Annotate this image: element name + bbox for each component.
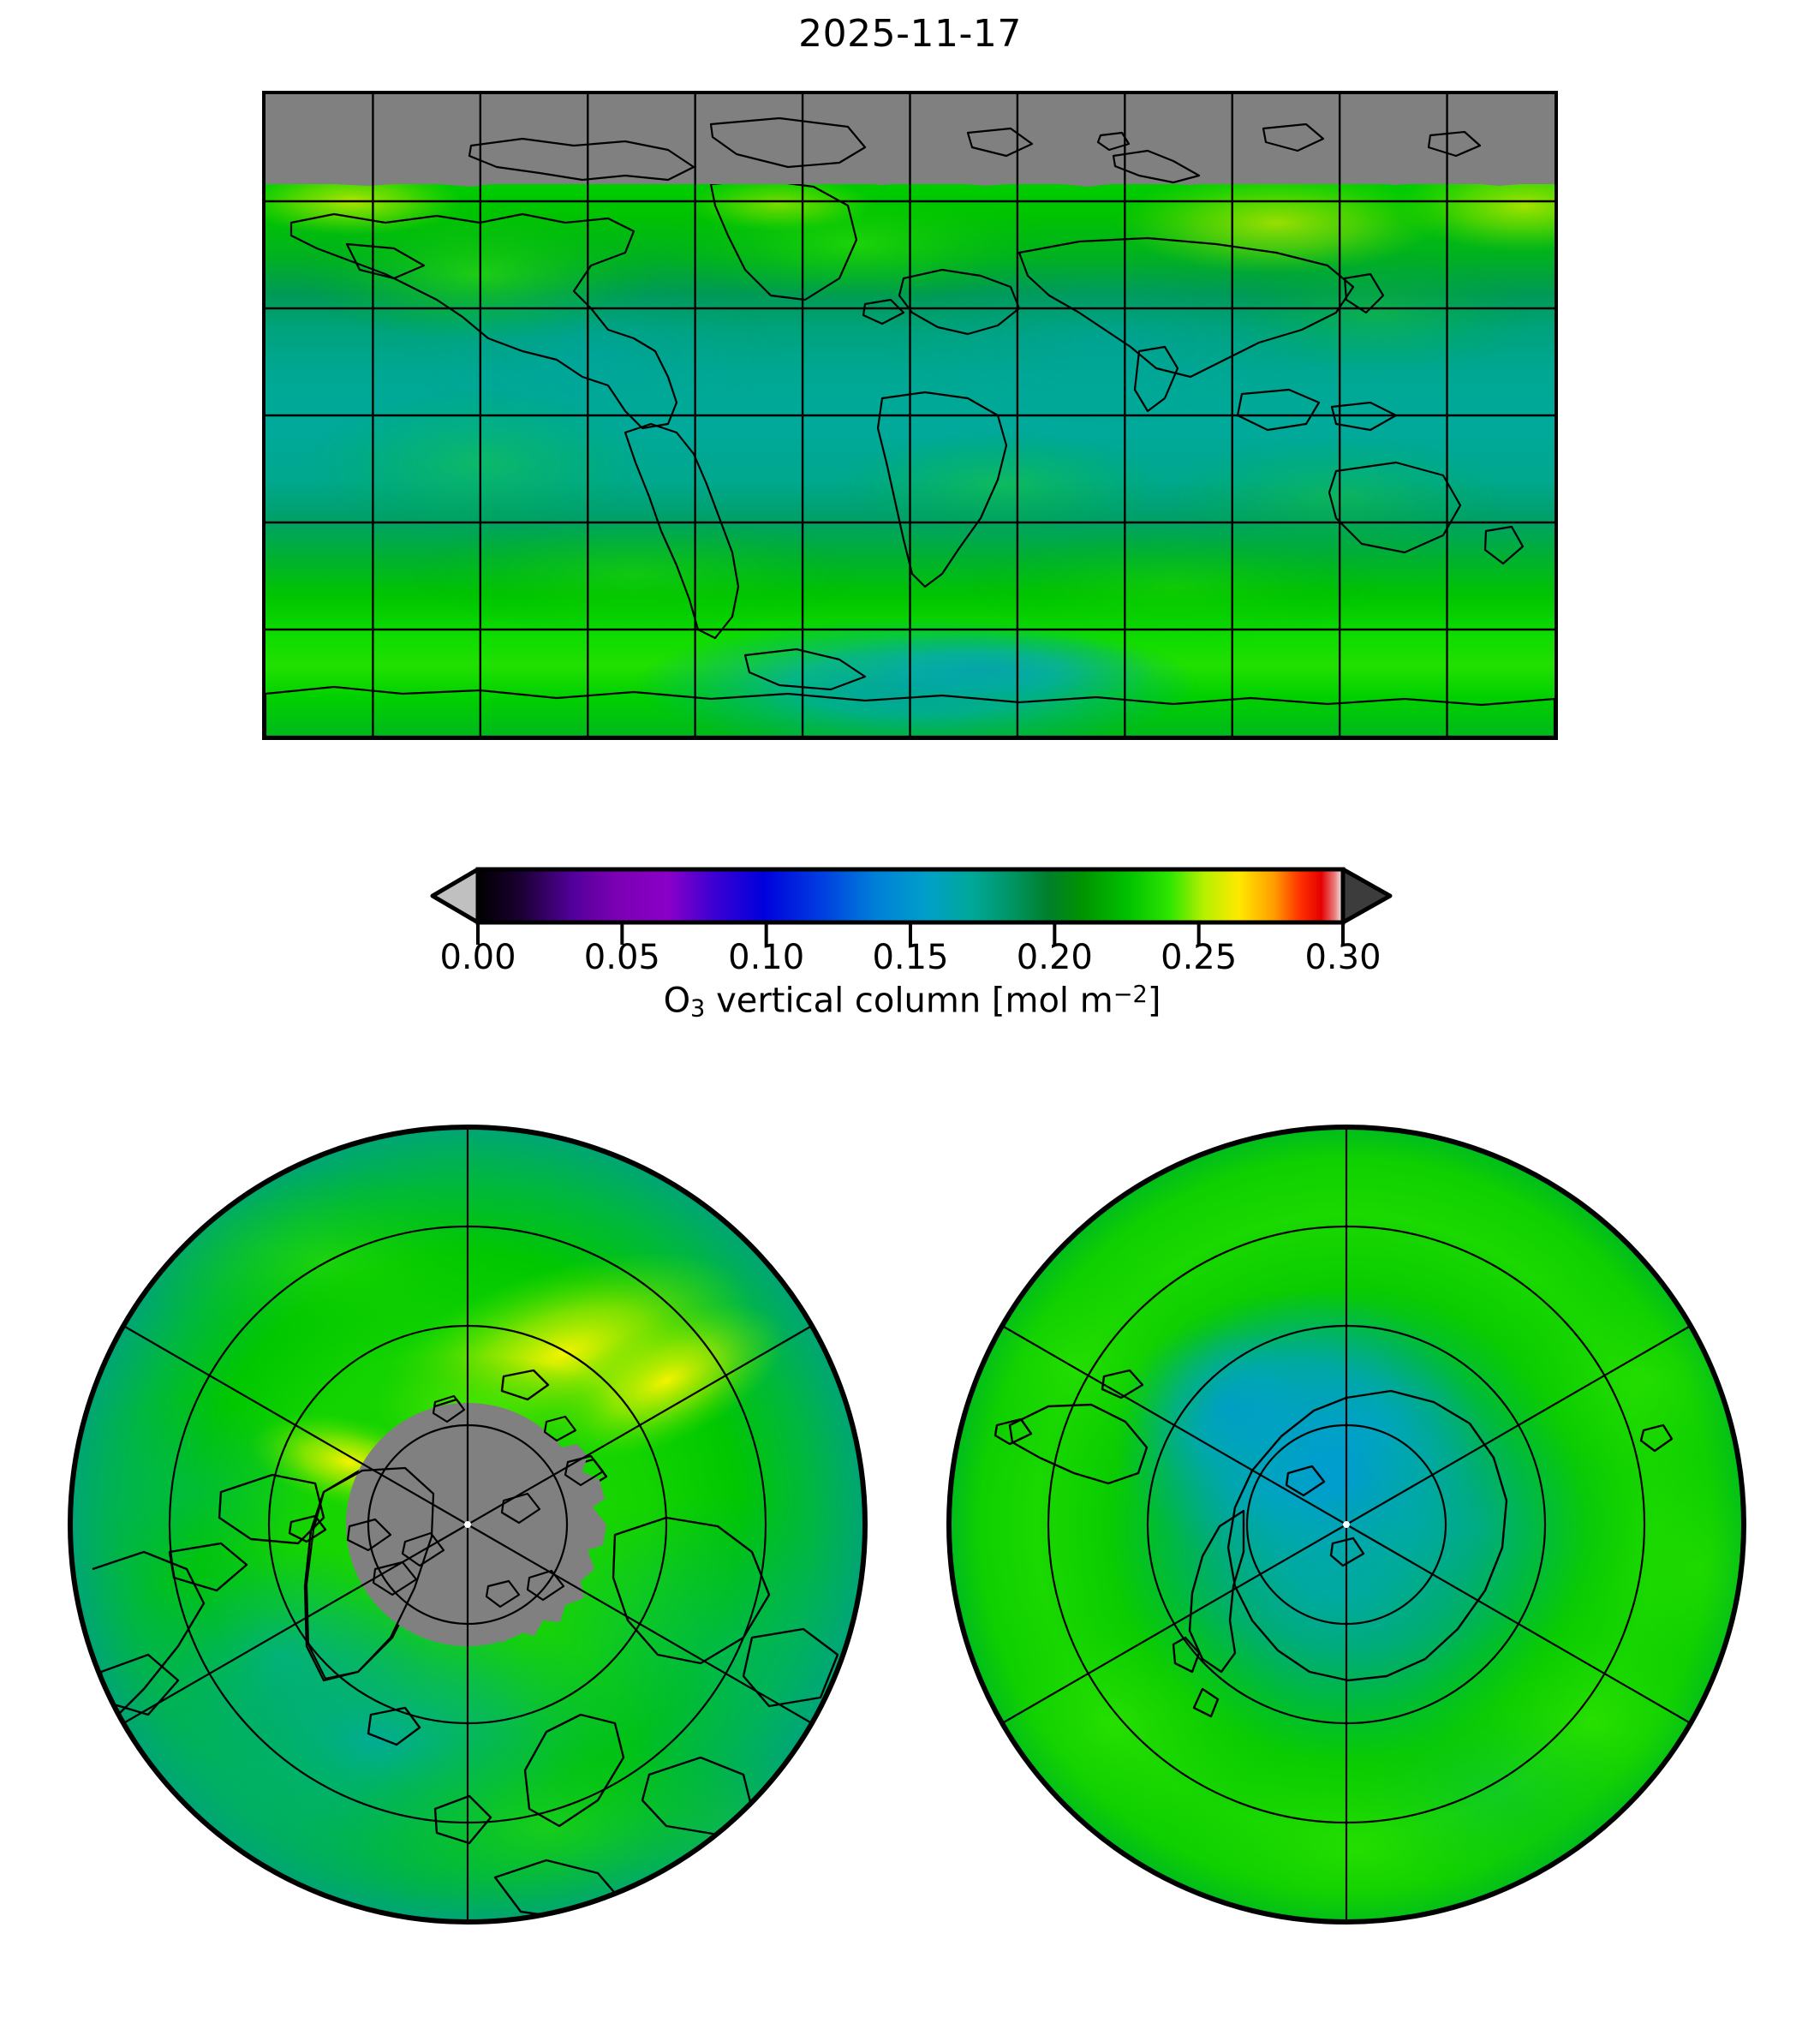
meridian-line [1346, 1325, 1692, 1525]
coastlines-arctic [468, 116, 1482, 184]
south-polar-image [946, 1125, 1746, 1925]
north-polar-graticule [122, 1127, 813, 1922]
colorbar-tick-label: 0.25 [1161, 938, 1238, 977]
colorbar-tick-label: 0.05 [583, 938, 660, 977]
colorbar-tick-label: 0.00 [439, 938, 516, 977]
meridian-line [122, 1524, 468, 1724]
colorbar-tick-labels: 0.00 0.05 0.10 0.15 0.20 0.25 0.30 [424, 940, 1400, 983]
north-polar-panel [67, 1124, 868, 1925]
colorbar-label-subscript: 3 [690, 995, 706, 1023]
meridian-line [1001, 1524, 1347, 1724]
meridian-line [122, 1325, 468, 1525]
meridian-line [1346, 1524, 1692, 1724]
global-map-graticule [266, 94, 1554, 737]
colorbar-tick-label: 0.20 [1016, 938, 1093, 977]
colorbar-under-arrow [430, 867, 480, 925]
north-polar-outline [68, 1125, 868, 1925]
global-map-panel [262, 91, 1558, 740]
colorbar-label-text: vertical column [mol m [705, 981, 1113, 1021]
north-polar-arctic-islands [305, 1394, 605, 1680]
colorbar-label-exponent: −2 [1113, 982, 1148, 1008]
coastlines [266, 178, 1554, 737]
meridian-line [467, 1325, 813, 1525]
meridian-line [1001, 1325, 1347, 1525]
south-polar-outline [946, 1125, 1746, 1925]
north-polar-image [68, 1125, 868, 1925]
north-pole-marker [464, 1521, 471, 1528]
global-map-image [266, 94, 1554, 737]
colorbar-label-close: ] [1147, 981, 1161, 1021]
colorbar-axis-label: O3 vertical column [mol m−2] [424, 983, 1400, 1021]
meridian-line [467, 1524, 813, 1724]
south-pole-marker [1343, 1521, 1350, 1528]
colorbar-panel: 0.00 0.05 0.10 0.15 0.20 0.25 0.30 O3 vertical… [424, 856, 1400, 1036]
colorbar-tick-label: 0.10 [728, 938, 805, 977]
colorbar-image [430, 867, 1393, 945]
colorbar-tick-label: 0.30 [1304, 938, 1381, 977]
south-polar-panel [946, 1124, 1747, 1925]
colorbar-ticks [476, 922, 1345, 945]
figure-title: 2025-11-17 [798, 12, 1022, 56]
colorbar-tick-label: 0.15 [872, 938, 949, 977]
south-polar-graticule [1001, 1127, 1692, 1922]
colorbar-gradient-bar [475, 867, 1346, 925]
colorbar-over-arrow [1340, 867, 1393, 925]
colorbar-label-species: O [663, 981, 691, 1021]
